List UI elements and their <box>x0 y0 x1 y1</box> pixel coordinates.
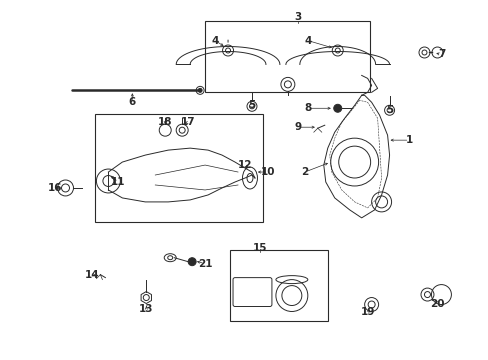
Bar <box>204 21 369 92</box>
Text: 15: 15 <box>252 243 266 253</box>
Text: 17: 17 <box>181 117 195 127</box>
Text: 4: 4 <box>211 36 218 46</box>
Text: 5: 5 <box>385 105 392 115</box>
Text: 19: 19 <box>360 307 374 318</box>
Text: 5: 5 <box>248 100 255 110</box>
Text: 13: 13 <box>139 305 153 315</box>
Circle shape <box>198 88 202 92</box>
Circle shape <box>333 104 341 112</box>
Text: 4: 4 <box>304 36 311 46</box>
Text: 2: 2 <box>301 167 308 177</box>
Text: 8: 8 <box>304 103 311 113</box>
Text: 14: 14 <box>85 270 100 280</box>
Text: 9: 9 <box>294 122 301 132</box>
Text: 1: 1 <box>405 135 412 145</box>
Text: 11: 11 <box>111 177 125 187</box>
Text: 16: 16 <box>48 183 62 193</box>
Bar <box>95 114 263 222</box>
Text: 21: 21 <box>198 259 212 269</box>
Text: 7: 7 <box>437 49 444 59</box>
Text: 12: 12 <box>237 160 252 170</box>
Text: 18: 18 <box>158 117 172 127</box>
Text: 6: 6 <box>128 97 136 107</box>
Bar <box>229 250 327 321</box>
Text: 20: 20 <box>429 298 444 309</box>
Text: 10: 10 <box>260 167 275 177</box>
Text: 3: 3 <box>294 12 301 22</box>
Circle shape <box>188 258 196 266</box>
